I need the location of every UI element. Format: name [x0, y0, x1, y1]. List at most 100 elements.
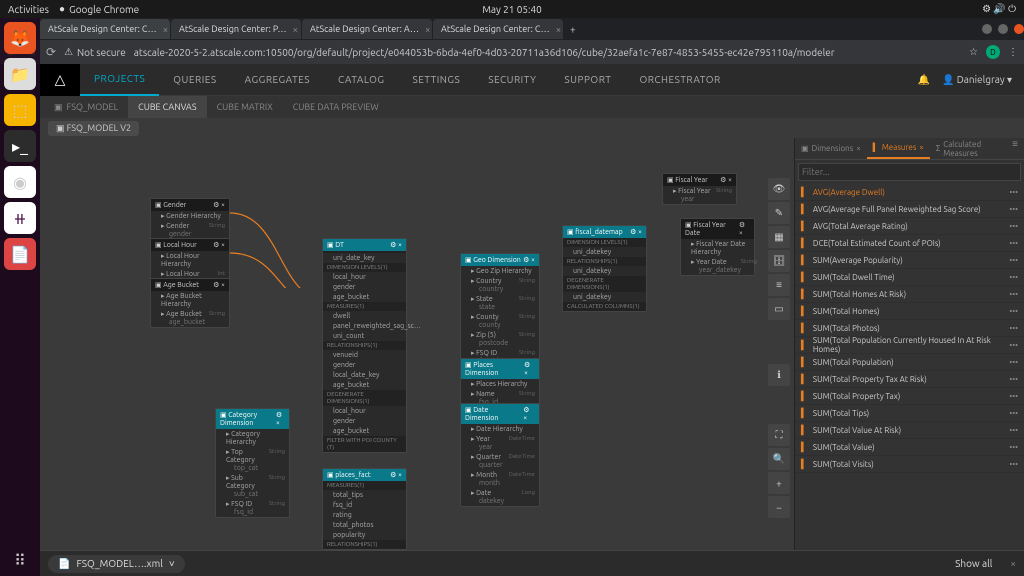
user-menu[interactable]: 👤 Danielgray ▾ — [942, 74, 1012, 86]
canvas-node[interactable]: ▣ fiscal_datemap⚙ ×DIMENSION LEVELS(1)un… — [562, 225, 647, 312]
tool-grid-icon[interactable]: ▦ — [768, 226, 790, 248]
os-app[interactable]: Google Chrome — [69, 4, 139, 15]
measure-item[interactable]: ▍SUM(Total Population)••• — [795, 354, 1024, 371]
measure-item[interactable]: ▍SUM(Total Dwell Time)••• — [795, 269, 1024, 286]
profile-icon[interactable]: D — [986, 45, 1000, 59]
minimize-icon[interactable] — [982, 24, 992, 34]
chrome-menu-icon[interactable]: ⋮ — [1008, 46, 1018, 58]
measure-item[interactable]: ▍DCE(Total Estimated Count of POIs)••• — [795, 235, 1024, 252]
canvas-node[interactable]: ▣ Fiscal Year⚙ ×▸ Fiscal YearyearString — [662, 173, 737, 205]
measure-item[interactable]: ▍SUM(Total Homes)••• — [795, 303, 1024, 320]
os-clock[interactable]: May 21 05:40 — [482, 4, 542, 15]
dock-chrome-icon[interactable]: ◉ — [4, 166, 36, 198]
zoom-out-icon[interactable]: − — [768, 496, 790, 518]
tool-info-icon[interactable]: ℹ — [768, 364, 790, 386]
nav-catalog[interactable]: CATALOG — [324, 64, 398, 96]
chrome-tab[interactable]: AtScale Design Center: P…× — [171, 19, 301, 39]
right-panel: ▣ Dimensions × ▍ Measures × Σ Calculated… — [794, 138, 1024, 558]
canvas-node[interactable]: ▣ Date Dimension⚙ ×▸ Date Hierarchy▸ Yea… — [460, 403, 540, 507]
measure-item[interactable]: ▍AVG(Average Dwell)••• — [795, 184, 1024, 201]
tab-cube-canvas[interactable]: CUBE CANVAS — [128, 96, 206, 118]
close-icon[interactable]: × — [163, 24, 169, 35]
canvas-node[interactable]: ▣ Places Dimension⚙ ×▸ Places Hierarchy▸… — [460, 358, 540, 408]
measure-item[interactable]: ▍AVG(Average Full Panel Reweighted Sag S… — [795, 201, 1024, 218]
dock-apps-icon[interactable]: ⠿ — [4, 544, 36, 576]
activities[interactable]: Activities — [8, 4, 49, 15]
tool-edit-icon[interactable]: ✎ — [768, 202, 790, 224]
dock-firefox-icon[interactable]: 🦊 — [4, 22, 36, 54]
measure-item[interactable]: ▍SUM(Total Tips)••• — [795, 405, 1024, 422]
chrome-tab[interactable]: AtScale Design Center: A…× — [302, 19, 432, 39]
nav-support[interactable]: SUPPORT — [550, 64, 625, 96]
measure-item[interactable]: ▍SUM(Total Population Currently Housed I… — [795, 337, 1024, 354]
address-input[interactable] — [134, 47, 961, 58]
measure-item[interactable]: ▍SUM(Total Value)••• — [795, 439, 1024, 456]
bookmark-icon[interactable]: ☆ — [969, 46, 978, 58]
crumb-chip[interactable]: ▣ FSQ_MODEL V2 — [48, 121, 139, 136]
canvas-node[interactable]: ▣ Gender⚙ ×▸ Gender Hierarchy▸ Gendergen… — [150, 198, 230, 240]
zoom-search-icon[interactable]: 🔍 — [768, 448, 790, 470]
os-tray[interactable]: ⚙ 🔊 ⏻ — [982, 3, 1016, 15]
measure-item[interactable]: ▍SUM(Total Property Tax At Risk)••• — [795, 371, 1024, 388]
show-all-downloads[interactable]: Show all — [945, 555, 1002, 572]
canvas-node[interactable]: ▣ Age Bucket⚙ ×▸ Age Bucket Hierarchy▸ A… — [150, 278, 230, 328]
measure-item[interactable]: ▍SUM(Total Homes At Risk)••• — [795, 286, 1024, 303]
dock-app2-icon[interactable]: 📄 — [4, 238, 36, 270]
tab-cube-matrix[interactable]: CUBE MATRIX — [207, 96, 283, 118]
measure-item[interactable]: ▍AVG(Total Average Rating)••• — [795, 218, 1024, 235]
measure-item[interactable]: ▍SUM(Total Visits)••• — [795, 456, 1024, 473]
dock-files-icon[interactable]: 📁 — [4, 58, 36, 90]
close-window-icon[interactable] — [1014, 24, 1024, 34]
canvas-node[interactable]: ▣ DT⚙ ×uni_date_keyDIMENSION LEVELS(1)lo… — [322, 238, 407, 453]
zoom-fit-icon[interactable]: ⛶ — [768, 424, 790, 446]
dock-slack-icon[interactable]: ⧺ — [4, 202, 36, 234]
canvas-node[interactable]: ▣ Geo Dimension⚙ ×▸ Geo Zip Hierarchy▸ C… — [460, 253, 540, 367]
measure-item[interactable]: ▍SUM(Total Property Tax)••• — [795, 388, 1024, 405]
canvas-tools: 👁 ✎ ▦ 🗄 ≡ ▭ ℹ — [768, 178, 790, 386]
tool-layers-icon[interactable]: ≡ — [768, 274, 790, 296]
tool-folder-icon[interactable]: ▭ — [768, 298, 790, 320]
dock-app-icon[interactable]: ⬚ — [4, 94, 36, 126]
tab-cube-data-preview[interactable]: CUBE DATA PREVIEW — [283, 96, 389, 118]
chrome-download-bar: 📄 FSQ_MODEL….xml ˅ Show all × — [40, 550, 1024, 576]
measure-item[interactable]: ▍SUM(Total Photos)••• — [795, 320, 1024, 337]
canvas-node[interactable]: ▣ places_fact⚙ ×MEASURES(1)total_tipsfsq… — [322, 468, 407, 550]
nav-security[interactable]: SECURITY — [474, 64, 550, 96]
download-item[interactable]: 📄 FSQ_MODEL….xml ˅ — [48, 555, 185, 573]
measure-item[interactable]: ▍SUM(Total Value At Risk)••• — [795, 422, 1024, 439]
canvas[interactable]: ▣ Gender⚙ ×▸ Gender Hierarchy▸ Gendergen… — [40, 138, 794, 558]
atscale-logo-icon[interactable]: △ — [40, 64, 80, 96]
atscale-app: △ PROJECTS QUERIES AGGREGATES CATALOG SE… — [40, 64, 1024, 576]
chrome-tab[interactable]: AtScale Design Center: C…× — [433, 19, 563, 39]
nav-queries[interactable]: QUERIES — [159, 64, 230, 96]
close-download-bar-icon[interactable]: × — [1010, 558, 1016, 569]
nav-settings[interactable]: SETTINGS — [399, 64, 475, 96]
measures-list: ▍AVG(Average Dwell)•••▍AVG(Average Full … — [795, 184, 1024, 558]
panel-menu-icon[interactable]: ≡ — [1006, 138, 1024, 159]
rtab-measures[interactable]: ▍ Measures × — [867, 138, 930, 159]
rtab-calculated[interactable]: Σ Calculated Measures — [930, 138, 1006, 159]
close-icon[interactable]: × — [425, 24, 431, 35]
bell-icon[interactable]: 🔔 — [918, 74, 930, 86]
not-secure-badge[interactable]: ⚠ Not secure — [64, 46, 126, 58]
tab-fsq-model[interactable]: ▣ FSQ_MODEL — [44, 96, 128, 118]
chrome-tab[interactable]: AtScale Design Center: C…× — [40, 19, 170, 39]
measure-item[interactable]: ▍SUM(Average Popularity)••• — [795, 252, 1024, 269]
canvas-node[interactable]: ▣ Fiscal Year Date⚙ ×▸ Fiscal Year Date … — [680, 218, 755, 276]
new-tab-button[interactable]: + — [564, 24, 582, 35]
rtab-dimensions[interactable]: ▣ Dimensions × — [795, 138, 867, 159]
nav-orchestrator[interactable]: ORCHESTRATOR — [626, 64, 735, 96]
zoom-in-icon[interactable]: + — [768, 472, 790, 494]
tool-eye-icon[interactable]: 👁 — [768, 178, 790, 200]
canvas-node[interactable]: ▣ Category Dimension⚙ ×▸ Category Hierar… — [215, 408, 290, 518]
maximize-icon[interactable] — [998, 24, 1008, 34]
tool-db-icon[interactable]: 🗄 — [768, 250, 790, 272]
zoom-controls: ⛶ 🔍 + − — [768, 424, 790, 518]
reload-icon[interactable]: ⟳ — [46, 45, 56, 59]
close-icon[interactable]: × — [556, 24, 562, 35]
nav-projects[interactable]: PROJECTS — [80, 64, 159, 96]
measures-filter-input[interactable] — [798, 163, 1021, 181]
dock-terminal-icon[interactable]: ▸_ — [4, 130, 36, 162]
nav-aggregates[interactable]: AGGREGATES — [231, 64, 324, 96]
close-icon[interactable]: × — [293, 24, 299, 35]
